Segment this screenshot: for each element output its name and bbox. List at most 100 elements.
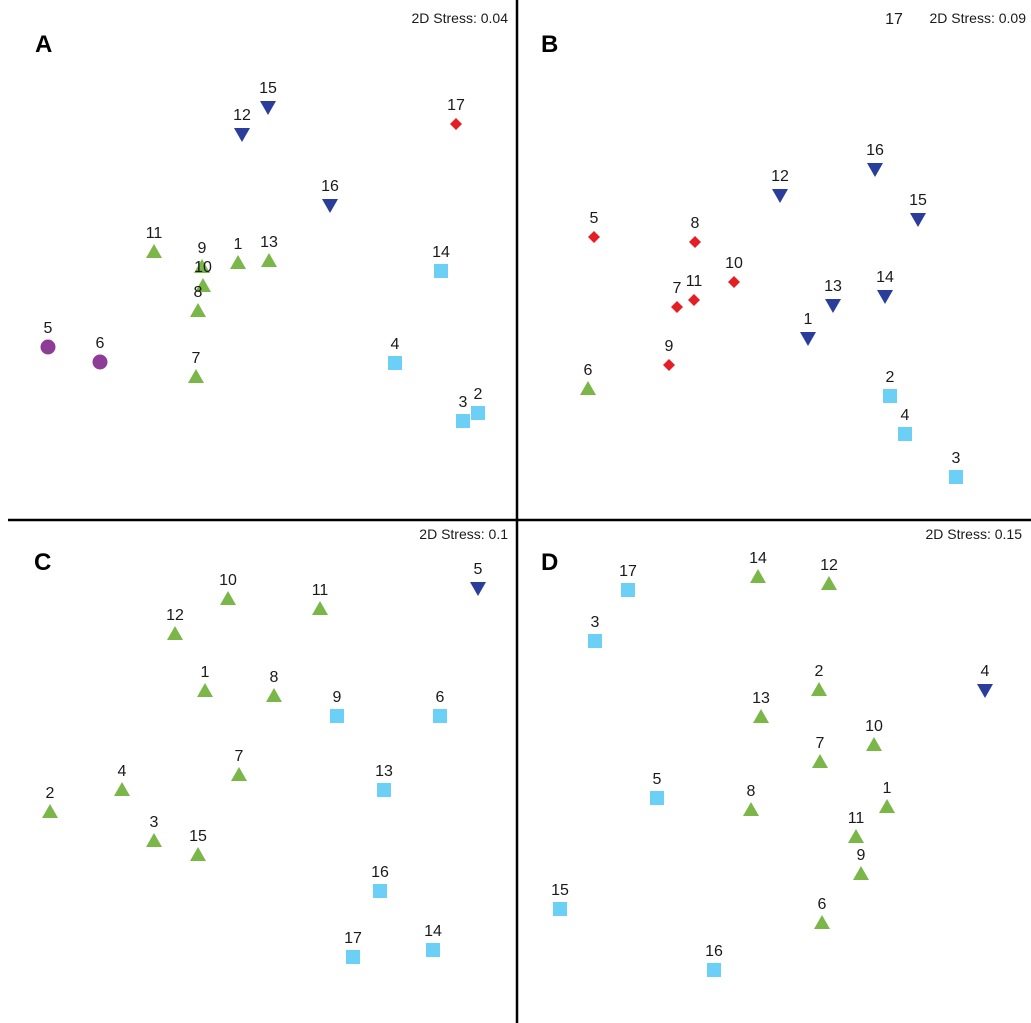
panel-b-point-3: 3 <box>949 450 963 484</box>
panel-c-label-7: 7 <box>235 748 244 765</box>
panel-d-point-17: 17 <box>619 563 637 597</box>
panel-d-label-6: 6 <box>818 896 827 913</box>
panel-b-marker-8 <box>689 236 701 248</box>
panel-c-point-1: 1 <box>197 664 213 697</box>
panel-c-label-15: 15 <box>189 828 207 845</box>
panel-c-point-3: 3 <box>146 814 162 847</box>
panel-d-marker-2 <box>811 682 827 696</box>
panel-a-label-9: 9 <box>198 240 207 257</box>
panel-d-label-11: 11 <box>848 810 865 827</box>
panel-b-point-4: 4 <box>898 407 912 441</box>
panel-d-marker-6 <box>814 915 830 929</box>
panel-a-point-11: 11 <box>146 225 162 258</box>
panel-b-label-12: 12 <box>771 168 789 185</box>
panel-c-marker-12 <box>167 626 183 640</box>
panel-a-point-14: 14 <box>432 244 450 278</box>
panel-b-marker-9 <box>663 359 675 371</box>
panel-d-point-6: 6 <box>814 896 830 929</box>
panel-c-point-5: 5 <box>470 561 486 596</box>
panel-a-label-13: 13 <box>260 234 278 251</box>
panel-b-point-16: 16 <box>866 142 884 177</box>
panel-b-point-13: 13 <box>824 278 842 313</box>
panel-b-label-11: 11 <box>686 273 703 290</box>
panel-a-marker-5 <box>40 339 56 355</box>
panel-d-marker-16 <box>707 963 721 977</box>
panel-a-label-12: 12 <box>233 107 251 124</box>
panel-b-point-17: 17 <box>885 11 903 28</box>
panel-c-point-8: 8 <box>266 669 282 702</box>
panel-d-label-5: 5 <box>653 771 662 788</box>
panel-d-point-12: 12 <box>820 557 838 590</box>
panel-c-marker-4 <box>114 782 130 796</box>
panel-a-label-15: 15 <box>259 80 277 97</box>
panel-b-label-9: 9 <box>665 338 674 355</box>
panel-c-marker-13 <box>377 783 391 797</box>
panel-d-marker-15 <box>553 902 567 916</box>
panel-c-label-8: 8 <box>270 669 279 686</box>
panel-b-marker-14 <box>877 290 893 304</box>
panel-a-point-2: 2 <box>471 386 485 420</box>
panel-b-point-14: 14 <box>876 269 894 304</box>
panel-b-label-6: 6 <box>584 362 593 379</box>
panel-c-marker-15 <box>190 847 206 861</box>
panel-c-point-7: 7 <box>231 748 247 781</box>
panel-c-marker-9 <box>330 709 344 723</box>
panel-a-label-10: 10 <box>194 259 212 276</box>
panel-b-label-13: 13 <box>824 278 842 295</box>
panel-d-letter: D <box>541 549 558 576</box>
panel-b-marker-1 <box>800 332 816 346</box>
panel-a-label-8: 8 <box>194 284 203 301</box>
panel-b-marker-16 <box>867 163 883 177</box>
panel-b-label-5: 5 <box>590 210 599 227</box>
panel-a-point-9: 9 <box>194 240 210 273</box>
panel-c-label-9: 9 <box>333 689 342 706</box>
panel-a-marker-11 <box>146 244 162 258</box>
panel-b-marker-7 <box>671 301 683 313</box>
panel-d-stress: 2D Stress: 0.15 <box>926 526 1023 542</box>
panel-c-marker-14 <box>426 943 440 957</box>
panel-d-point-13: 13 <box>752 690 770 723</box>
panel-b-marker-6 <box>580 381 596 395</box>
panel-b-label-1: 1 <box>804 311 813 328</box>
panel-c-marker-8 <box>266 688 282 702</box>
panel-c-marker-1 <box>197 683 213 697</box>
panel-c-label-11: 11 <box>312 582 329 599</box>
panel-d-marker-12 <box>821 576 837 590</box>
panel-c-marker-3 <box>146 833 162 847</box>
panel-b-marker-11 <box>688 294 700 306</box>
panel-c-point-4: 4 <box>114 763 130 796</box>
panel-d-label-4: 4 <box>981 663 990 680</box>
panel-c-point-17: 17 <box>344 930 362 964</box>
panel-d-point-10: 10 <box>865 718 883 751</box>
panel-d-label-10: 10 <box>865 718 883 735</box>
panel-d-label-7: 7 <box>816 735 825 752</box>
panel-a-marker-10 <box>195 278 211 292</box>
panel-c-marker-2 <box>42 804 58 818</box>
panel-b-point-5: 5 <box>588 210 600 243</box>
panel-d-point-14: 14 <box>749 550 767 583</box>
panel-d-marker-11 <box>848 829 864 843</box>
panel-d-marker-8 <box>743 802 759 816</box>
panel-d-marker-7 <box>812 754 828 768</box>
panel-b-point-11: 11 <box>686 273 703 306</box>
panel-c-label-2: 2 <box>46 785 55 802</box>
panel-c-point-11: 11 <box>312 582 329 615</box>
panel-c-label-16: 16 <box>371 864 389 881</box>
panel-a-marker-1 <box>230 255 246 269</box>
panel-b-label-16: 16 <box>866 142 884 159</box>
panel-b-label-2: 2 <box>886 369 895 386</box>
panel-c-label-1: 1 <box>201 664 210 681</box>
panel-c-point-6: 6 <box>433 689 447 723</box>
panel-c: C 2D Stress: 0.1 5 10 11 12 1 8 7 4 2 3 15 9 6 13 16 17… <box>34 526 508 964</box>
panel-c-point-13: 13 <box>375 763 393 797</box>
panel-b-label-3: 3 <box>952 450 961 467</box>
panel-a-point-3: 3 <box>456 394 470 428</box>
panel-c-marker-10 <box>220 591 236 605</box>
panel-a-label-2: 2 <box>474 386 483 403</box>
panel-c-label-3: 3 <box>150 814 159 831</box>
panel-d-marker-4 <box>977 684 993 698</box>
panel-a-point-7: 7 <box>188 350 204 383</box>
panel-c-label-4: 4 <box>118 763 127 780</box>
panel-b-marker-15 <box>910 213 926 227</box>
